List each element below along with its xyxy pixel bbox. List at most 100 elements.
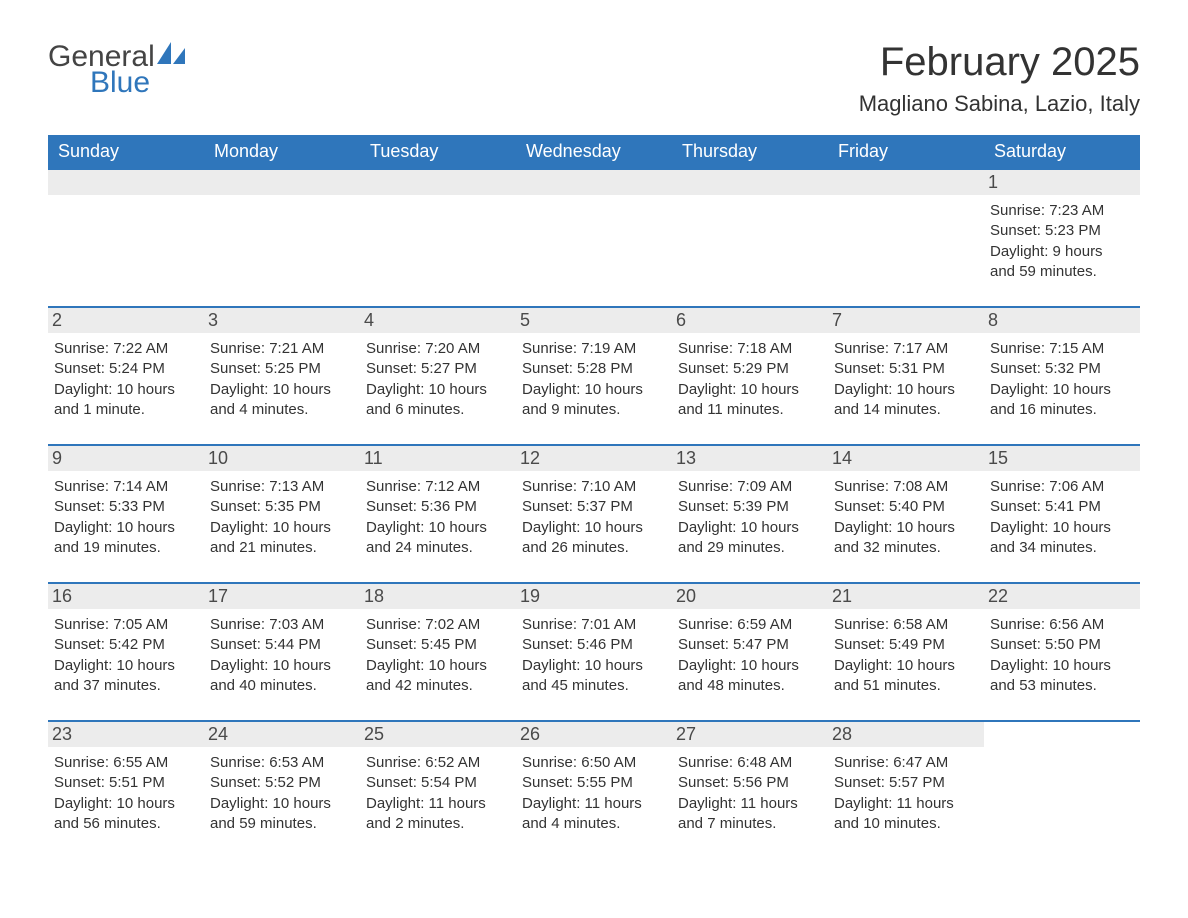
day-number: 11: [360, 446, 516, 471]
day-number: 15: [984, 446, 1140, 471]
day-number: 8: [984, 308, 1140, 333]
day-number: 13: [672, 446, 828, 471]
dow-wednesday: Wednesday: [516, 135, 672, 168]
day-cell: 10Sunrise: 7:13 AMSunset: 5:35 PMDayligh…: [204, 446, 360, 568]
dl2-text: and 4 minutes.: [210, 400, 354, 420]
sunrise-text: Sunrise: 7:10 AM: [522, 477, 666, 497]
day-cell: [516, 170, 672, 292]
day-number: 16: [48, 584, 204, 609]
day-number: 19: [516, 584, 672, 609]
sunset-text: Sunset: 5:35 PM: [210, 497, 354, 517]
sunrise-text: Sunrise: 7:06 AM: [990, 477, 1134, 497]
dl2-text: and 1 minute.: [54, 400, 198, 420]
day-number: 25: [360, 722, 516, 747]
day-cell: 27Sunrise: 6:48 AMSunset: 5:56 PMDayligh…: [672, 722, 828, 844]
day-number: 24: [204, 722, 360, 747]
day-cell: 7Sunrise: 7:17 AMSunset: 5:31 PMDaylight…: [828, 308, 984, 430]
logo: General Blue: [48, 40, 189, 100]
day-cell: 21Sunrise: 6:58 AMSunset: 5:49 PMDayligh…: [828, 584, 984, 706]
sunset-text: Sunset: 5:37 PM: [522, 497, 666, 517]
day-cell: 12Sunrise: 7:10 AMSunset: 5:37 PMDayligh…: [516, 446, 672, 568]
sunset-text: Sunset: 5:25 PM: [210, 359, 354, 379]
sunrise-text: Sunrise: 7:22 AM: [54, 339, 198, 359]
sunrise-text: Sunrise: 6:56 AM: [990, 615, 1134, 635]
dl2-text: and 59 minutes.: [210, 814, 354, 834]
sunrise-text: Sunrise: 6:47 AM: [834, 753, 978, 773]
dl1-text: Daylight: 10 hours: [678, 656, 822, 676]
day-cell: [360, 170, 516, 292]
sunrise-text: Sunrise: 7:02 AM: [366, 615, 510, 635]
day-cell: 13Sunrise: 7:09 AMSunset: 5:39 PMDayligh…: [672, 446, 828, 568]
sunset-text: Sunset: 5:57 PM: [834, 773, 978, 793]
sunset-text: Sunset: 5:29 PM: [678, 359, 822, 379]
sunrise-text: Sunrise: 7:08 AM: [834, 477, 978, 497]
dl2-text: and 21 minutes.: [210, 538, 354, 558]
sunset-text: Sunset: 5:40 PM: [834, 497, 978, 517]
day-cell: [204, 170, 360, 292]
dl1-text: Daylight: 10 hours: [522, 518, 666, 538]
dl2-text: and 45 minutes.: [522, 676, 666, 696]
dl1-text: Daylight: 10 hours: [210, 518, 354, 538]
day-cell: 4Sunrise: 7:20 AMSunset: 5:27 PMDaylight…: [360, 308, 516, 430]
day-number: [672, 170, 828, 195]
sunrise-text: Sunrise: 6:52 AM: [366, 753, 510, 773]
day-cell: 1Sunrise: 7:23 AMSunset: 5:23 PMDaylight…: [984, 170, 1140, 292]
day-number: 3: [204, 308, 360, 333]
dl1-text: Daylight: 10 hours: [366, 380, 510, 400]
day-number: 20: [672, 584, 828, 609]
sunset-text: Sunset: 5:24 PM: [54, 359, 198, 379]
dl2-text: and 10 minutes.: [834, 814, 978, 834]
dl1-text: Daylight: 10 hours: [678, 518, 822, 538]
dl2-text: and 51 minutes.: [834, 676, 978, 696]
day-number: 17: [204, 584, 360, 609]
day-number: 4: [360, 308, 516, 333]
dl2-text: and 34 minutes.: [990, 538, 1134, 558]
dl1-text: Daylight: 10 hours: [210, 656, 354, 676]
day-cell: 25 Sunrise: 6:52 AMSunset: 5:54 PMDayligh…: [360, 722, 516, 844]
dl2-text: and 9 minutes.: [522, 400, 666, 420]
sunset-text: Sunset: 5:55 PM: [522, 773, 666, 793]
dl2-text: and 4 minutes.: [522, 814, 666, 834]
dl1-text: Daylight: 10 hours: [366, 518, 510, 538]
day-number: [516, 170, 672, 195]
day-cell: 6Sunrise: 7:18 AMSunset: 5:29 PMDaylight…: [672, 308, 828, 430]
day-number: 23: [48, 722, 204, 747]
dl1-text: Daylight: 11 hours: [366, 794, 510, 814]
day-number: 10: [204, 446, 360, 471]
dow-sunday: Sunday: [48, 135, 204, 168]
day-cell: 20Sunrise: 6:59 AMSunset: 5:47 PMDayligh…: [672, 584, 828, 706]
dl1-text: Daylight: 11 hours: [678, 794, 822, 814]
dl2-text: and 59 minutes.: [990, 262, 1134, 282]
sunset-text: Sunset: 5:54 PM: [366, 773, 510, 793]
day-number: 2: [48, 308, 204, 333]
dl2-text: and 40 minutes.: [210, 676, 354, 696]
day-number: [204, 170, 360, 195]
day-number: 21: [828, 584, 984, 609]
sunset-text: Sunset: 5:23 PM: [990, 221, 1134, 241]
dl2-text: and 29 minutes.: [678, 538, 822, 558]
day-cell: 22Sunrise: 6:56 AMSunset: 5:50 PMDayligh…: [984, 584, 1140, 706]
day-cell: [48, 170, 204, 292]
week-row: 9Sunrise: 7:14 AMSunset: 5:33 PMDaylight…: [48, 444, 1140, 568]
day-cell: 23Sunrise: 6:55 AMSunset: 5:51 PMDayligh…: [48, 722, 204, 844]
day-cell: 17Sunrise: 7:03 AMSunset: 5:44 PMDayligh…: [204, 584, 360, 706]
dl2-text: and 6 minutes.: [366, 400, 510, 420]
title-block: February 2025 Magliano Sabina, Lazio, It…: [859, 40, 1140, 117]
day-number: [828, 170, 984, 195]
logo-sail-icon: [155, 40, 189, 73]
dl2-text: and 24 minutes.: [366, 538, 510, 558]
sunset-text: Sunset: 5:27 PM: [366, 359, 510, 379]
dl2-text: and 19 minutes.: [54, 538, 198, 558]
day-number: 7: [828, 308, 984, 333]
sunset-text: Sunset: 5:39 PM: [678, 497, 822, 517]
day-cell: 8Sunrise: 7:15 AMSunset: 5:32 PMDaylight…: [984, 308, 1140, 430]
day-number: 26: [516, 722, 672, 747]
day-number: 1: [984, 170, 1140, 195]
sunrise-text: Sunrise: 7:01 AM: [522, 615, 666, 635]
calendar: Sunday Monday Tuesday Wednesday Thursday…: [48, 135, 1140, 844]
sunset-text: Sunset: 5:33 PM: [54, 497, 198, 517]
day-number: [984, 722, 1140, 747]
week-row: 1Sunrise: 7:23 AMSunset: 5:23 PMDaylight…: [48, 168, 1140, 292]
sunrise-text: Sunrise: 6:50 AM: [522, 753, 666, 773]
sunrise-text: Sunrise: 6:59 AM: [678, 615, 822, 635]
